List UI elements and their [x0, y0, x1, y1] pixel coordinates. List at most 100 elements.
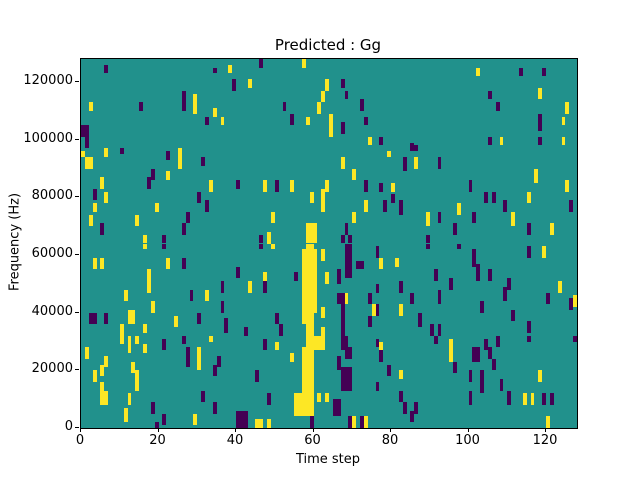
heatmap-cell: [569, 200, 574, 212]
heatmap-cell: [263, 280, 267, 293]
heatmap-cell: [205, 116, 209, 126]
heatmap-cell: [181, 223, 186, 235]
heatmap-cell: [100, 390, 109, 405]
heatmap-cell: [325, 180, 329, 192]
heatmap-cell: [305, 243, 314, 336]
heatmap-cell: [491, 191, 496, 204]
x-tick-label: 20: [149, 433, 166, 448]
heatmap-cell: [317, 102, 322, 114]
x-tick-label: 40: [226, 433, 244, 448]
heatmap-cell: [174, 315, 178, 328]
heatmap-cell: [340, 79, 345, 88]
heatmap-cell: [526, 321, 531, 333]
x-tick-mark: [545, 428, 546, 432]
heatmap-cell: [569, 298, 574, 310]
heatmap-cell: [352, 211, 357, 224]
heatmap-cell: [301, 249, 306, 325]
heatmap-cell: [360, 99, 364, 111]
heatmap-cell: [162, 234, 167, 244]
heatmap-cell: [425, 243, 430, 250]
heatmap-cell: [480, 370, 484, 394]
x-tick-mark: [390, 428, 391, 432]
y-tick-label: 0: [64, 419, 73, 434]
heatmap-cell: [88, 214, 93, 227]
heatmap-cell: [212, 402, 217, 414]
heatmap-cell: [201, 157, 205, 166]
heatmap-cell: [410, 410, 415, 423]
heatmap-cell: [321, 306, 326, 319]
heatmap-cell: [352, 416, 357, 428]
x-tick-mark: [312, 428, 314, 432]
heatmap-cell: [84, 347, 89, 359]
y-tick-label: 120000: [23, 73, 73, 89]
heatmap-cell: [181, 257, 186, 270]
heatmap-cell: [259, 59, 264, 68]
heatmap-cell: [371, 304, 376, 316]
y-axis-label: Frequency (Hz): [7, 192, 23, 292]
heatmap-cell: [205, 200, 209, 212]
heatmap-cell: [81, 151, 85, 158]
x-tick-mark: [467, 428, 469, 432]
heatmap-cell: [259, 243, 264, 250]
heatmap-cell: [301, 59, 306, 68]
heatmap-cell: [418, 312, 422, 328]
heatmap-cell: [294, 272, 298, 281]
heatmap-cell: [212, 108, 217, 117]
heatmap-cell: [398, 370, 403, 379]
heatmap-cell: [414, 402, 419, 414]
y-tick-mark: [75, 196, 79, 198]
heatmap-cell: [247, 79, 252, 88]
heatmap-cell: [476, 263, 481, 281]
heatmap-cell: [119, 335, 124, 345]
heatmap-cell: [456, 243, 461, 250]
heatmap-cell: [379, 136, 384, 146]
heatmap-cell: [255, 370, 260, 382]
heatmap-cell: [472, 249, 477, 267]
y-tick-label: 60000: [31, 246, 73, 262]
heatmap-cell: [321, 188, 326, 212]
heatmap-cell: [484, 191, 488, 204]
heatmap-cell: [220, 280, 225, 293]
y-tick-label: 20000: [31, 361, 73, 377]
heatmap-cell: [565, 102, 570, 114]
heatmap-cell: [344, 292, 349, 305]
heatmap-cell: [309, 191, 314, 204]
heatmap-cell: [379, 350, 384, 362]
heatmap-cell: [305, 335, 314, 417]
heatmap-cell: [146, 269, 151, 293]
heatmap-cell: [387, 151, 391, 158]
heatmap-cell: [476, 67, 481, 77]
heatmap-cell: [398, 200, 403, 215]
heatmap-cell: [313, 335, 326, 351]
heatmap-cell: [81, 125, 89, 137]
heatmap-cell: [542, 246, 546, 258]
heatmap-cell: [212, 364, 217, 377]
heatmap-cell: [542, 393, 546, 405]
y-tick-mark: [75, 311, 79, 313]
heatmap-cell: [92, 257, 97, 270]
heatmap-cell: [565, 180, 570, 192]
heatmap-cell: [453, 361, 457, 374]
heatmap-cell: [340, 234, 345, 244]
heatmap-cell: [309, 416, 314, 428]
heatmap-cell: [135, 335, 140, 345]
heatmap-cell: [549, 393, 554, 405]
heatmap-cell: [487, 90, 492, 100]
heatmap-cell: [123, 407, 128, 423]
heatmap-cell: [321, 327, 326, 336]
heatmap-cell: [197, 191, 202, 204]
heatmap-cell: [472, 211, 477, 224]
x-axis-label: Time step: [295, 452, 361, 467]
heatmap-cell: [224, 318, 229, 333]
heatmap-cell: [394, 257, 399, 267]
heatmap-cell: [317, 393, 322, 403]
heatmap-cell: [549, 223, 554, 235]
heatmap-cell: [166, 171, 171, 181]
heatmap-cell: [344, 223, 349, 235]
heatmap-cell: [538, 113, 543, 132]
heatmap-cell: [104, 151, 109, 158]
heatmap-cell: [263, 272, 267, 281]
heatmap-cell: [495, 335, 500, 348]
heatmap-cell: [487, 347, 492, 359]
y-tick-mark: [75, 81, 79, 83]
